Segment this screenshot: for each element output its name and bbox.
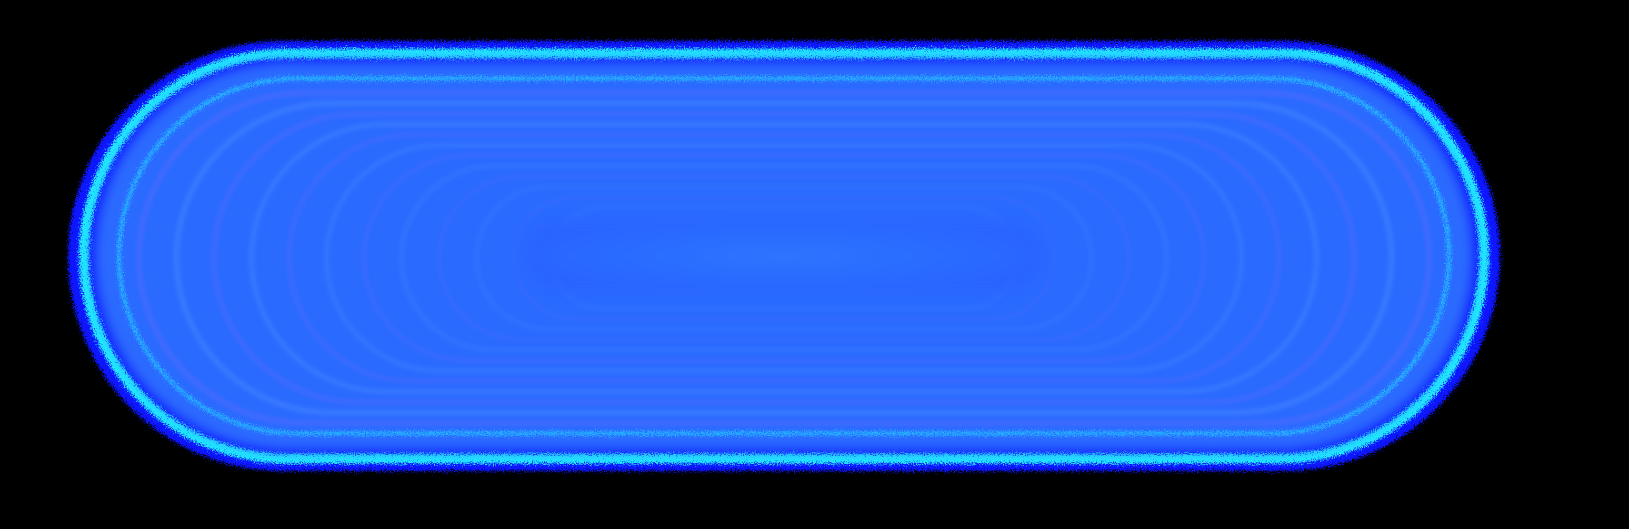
ripple-ring <box>249 122 1319 394</box>
ripple-ring <box>211 111 1357 405</box>
glow-layers <box>68 41 1500 471</box>
ripple-ring <box>475 185 1093 331</box>
ripple-ring <box>399 164 1169 352</box>
ripple-ring <box>512 195 1056 321</box>
ripple-ring <box>324 143 1244 373</box>
ripple-ring <box>136 90 1432 426</box>
ripple-ring <box>437 174 1131 342</box>
inner-cyan-rim <box>117 76 1451 436</box>
ripple-ring <box>287 132 1281 384</box>
ripple-ring <box>174 101 1394 415</box>
ripple-ring <box>362 153 1206 363</box>
center-glow <box>524 221 1044 291</box>
cyan-rim <box>79 48 1489 464</box>
